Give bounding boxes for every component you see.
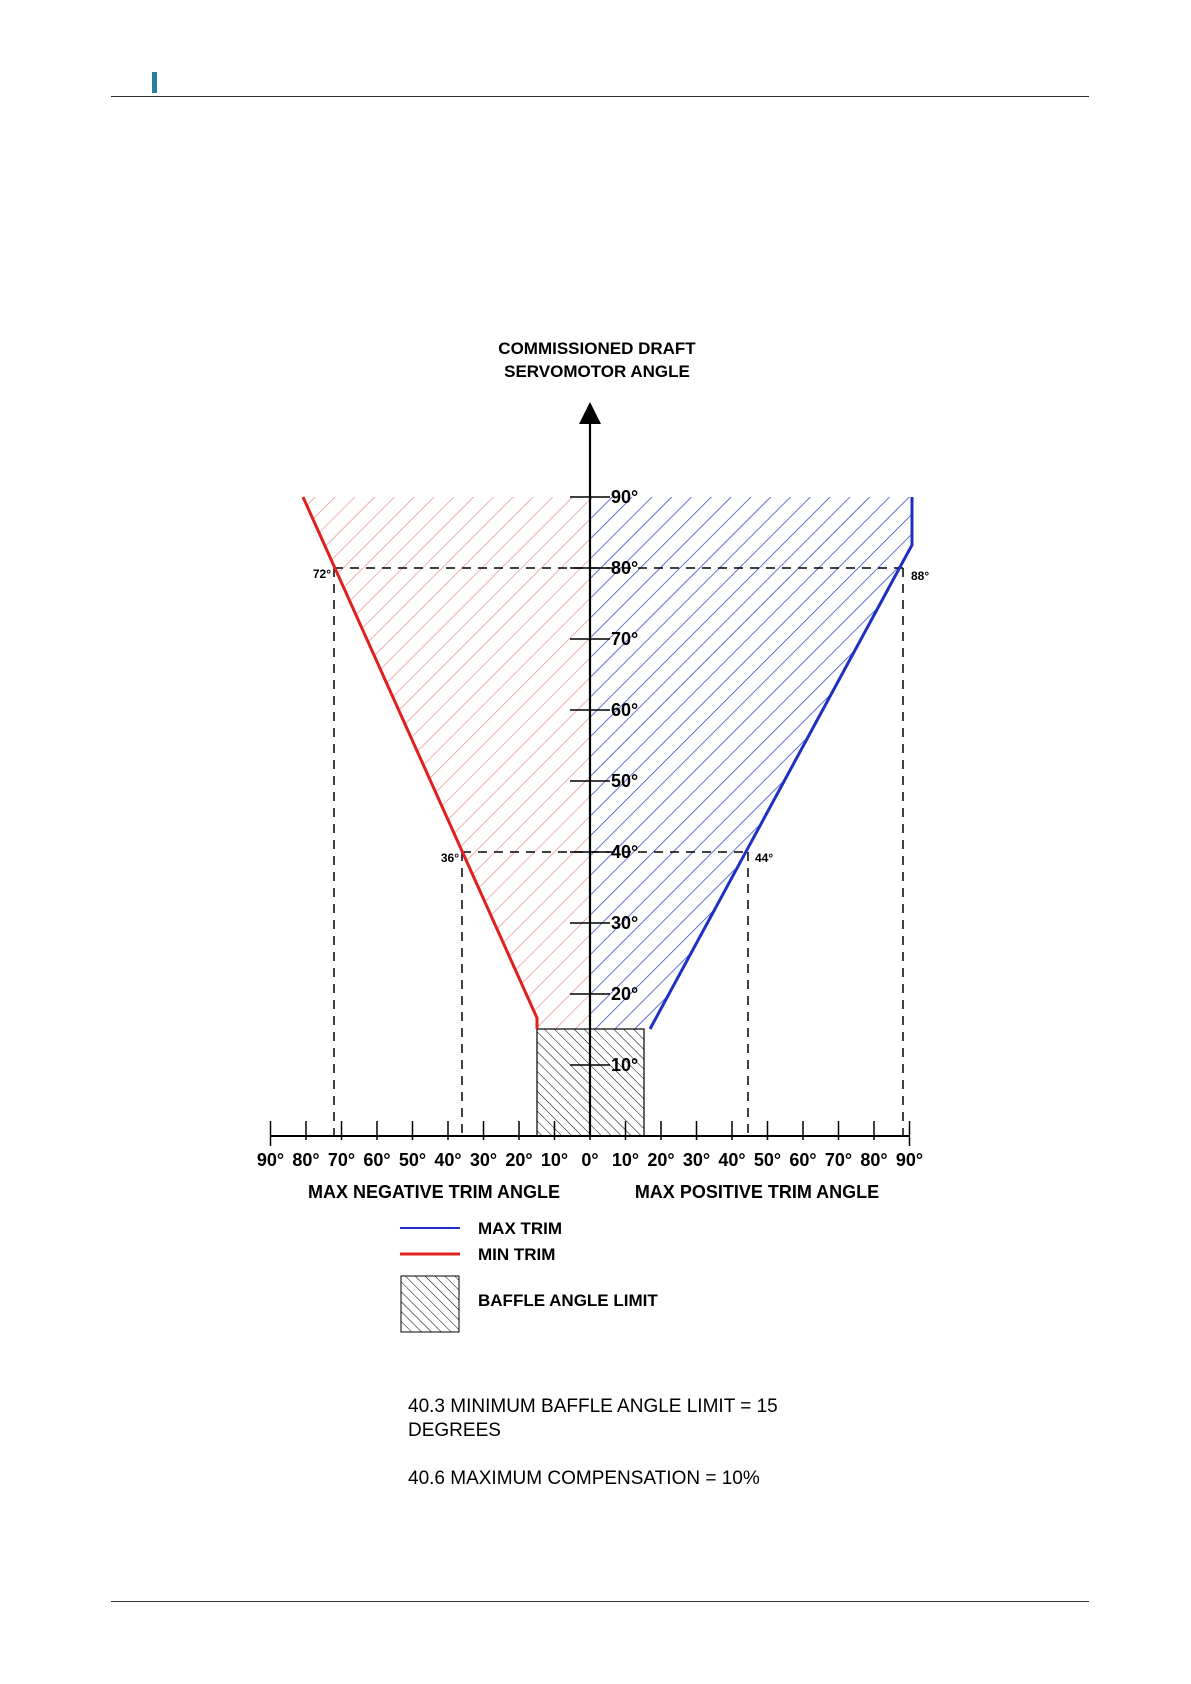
chart-title-line1: COMMISSIONED DRAFT (498, 339, 696, 358)
notes: 40.3 MINIMUM BAFFLE ANGLE LIMIT = 15 DEG… (408, 1395, 838, 1515)
point-label-min-40: 36° (441, 851, 459, 865)
y-axis-ticks: 10° 20° 30° 40° 50° 60° 70° 80° 90° (570, 487, 638, 1075)
min-trim-line (301, 496, 539, 1029)
footer-rule (111, 1601, 1089, 1602)
legend-label-max-trim: MAX TRIM (478, 1219, 562, 1238)
x-tick-label: 60° (789, 1150, 816, 1170)
min-trim-hatch-region (303, 497, 590, 1029)
x-tick-label: 0° (581, 1150, 598, 1170)
x-tick-label: 80° (292, 1150, 319, 1170)
x-axis-ticks: 90° 80° 70° 60° 50° 40° 30° 20° 10° 0° 10° 20° 30° 40… (257, 1121, 923, 1170)
y-tick-label: 80° (611, 558, 638, 578)
x-tick-label: 10° (541, 1150, 568, 1170)
y-tick-label: 50° (611, 771, 638, 791)
x-tick-label: 50° (754, 1150, 781, 1170)
x-tick-label: 10° (612, 1150, 639, 1170)
point-label-max-40: 44° (755, 851, 773, 865)
point-label-max-80: 88° (911, 569, 929, 583)
x-tick-label: 60° (363, 1150, 390, 1170)
y-tick-label: 70° (611, 629, 638, 649)
y-tick-label: 40° (611, 842, 638, 862)
legend-label-baffle: BAFFLE ANGLE LIMIT (478, 1291, 658, 1310)
x-tick-label: 40° (434, 1150, 461, 1170)
x-label-negative: MAX NEGATIVE TRIM ANGLE (308, 1182, 560, 1202)
y-tick-label: 30° (611, 913, 638, 933)
note-max-compensation: 40.6 MAXIMUM COMPENSATION = 10% (408, 1468, 760, 1489)
y-tick-label: 60° (611, 700, 638, 720)
legend-label-min-trim: MIN TRIM (478, 1245, 555, 1264)
x-label-positive: MAX POSITIVE TRIM ANGLE (635, 1182, 879, 1202)
max-trim-line (648, 497, 914, 1030)
x-tick-label: 40° (718, 1150, 745, 1170)
x-tick-label: 50° (399, 1150, 426, 1170)
x-tick-label: 30° (470, 1150, 497, 1170)
x-tick-label: 70° (328, 1150, 355, 1170)
y-axis-arrow-icon (579, 402, 601, 424)
x-tick-label: 30° (683, 1150, 710, 1170)
x-tick-label: 70° (825, 1150, 852, 1170)
note-min-baffle: 40.3 MINIMUM BAFFLE ANGLE LIMIT = 15 DEG… (408, 1396, 778, 1441)
header-accent-mark (152, 72, 157, 93)
x-tick-label: 90° (896, 1150, 923, 1170)
max-trim-hatch-region (590, 497, 912, 1029)
x-tick-label: 20° (647, 1150, 674, 1170)
y-tick-label: 10° (611, 1055, 638, 1075)
x-tick-label: 80° (860, 1150, 887, 1170)
header-rule (111, 96, 1089, 97)
y-tick-label: 90° (611, 487, 638, 507)
x-tick-label: 20° (505, 1150, 532, 1170)
point-label-min-80: 72° (313, 567, 331, 581)
x-tick-label: 90° (257, 1150, 284, 1170)
legend-swatch-baffle (400, 1275, 460, 1333)
y-tick-label: 20° (611, 984, 638, 1004)
chart-title-line2: SERVOMOTOR ANGLE (504, 362, 690, 381)
legend: MAX TRIM MIN TRIM BAFFLE ANGLE LIMIT (400, 1219, 658, 1333)
